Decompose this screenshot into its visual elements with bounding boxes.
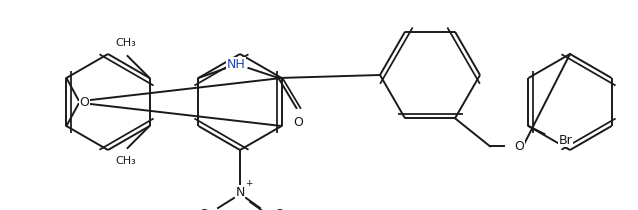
- Text: O: O: [80, 96, 89, 109]
- Text: ⁻O: ⁻O: [193, 207, 210, 210]
- Text: N: N: [235, 185, 245, 198]
- Text: Br: Br: [558, 134, 572, 147]
- Text: NH: NH: [227, 58, 246, 71]
- Text: +: +: [245, 178, 253, 188]
- Text: CH₃: CH₃: [115, 38, 136, 48]
- Text: O: O: [514, 140, 524, 153]
- Text: O: O: [274, 207, 284, 210]
- Text: O: O: [293, 116, 303, 129]
- Text: CH₃: CH₃: [115, 156, 136, 166]
